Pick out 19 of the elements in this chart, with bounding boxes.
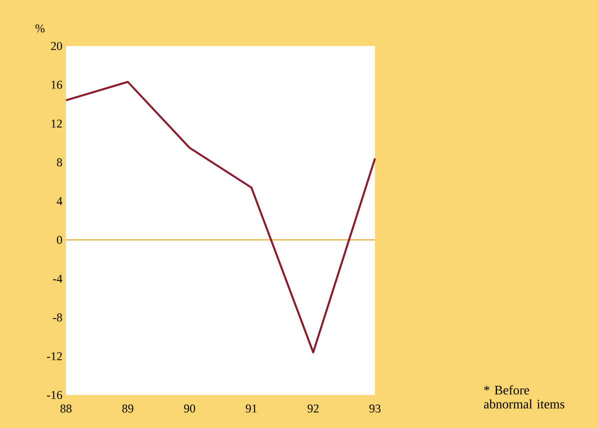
x-tick-label: 90 bbox=[184, 404, 196, 413]
x-tick-label: 88 bbox=[60, 404, 72, 413]
y-tick-label: -16 bbox=[46, 390, 62, 400]
x-tick-label: 92 bbox=[308, 404, 319, 413]
y-axis-title: % bbox=[35, 24, 45, 32]
x-tick-label: 91 bbox=[246, 404, 257, 413]
y-tick-label: 8 bbox=[56, 158, 62, 166]
text: * Before abnormal items bbox=[484, 385, 564, 408]
line-series bbox=[65, 80, 376, 354]
y-tick-label: 12 bbox=[52, 120, 62, 128]
y-tick-label: 16 bbox=[52, 80, 62, 89]
y-tick-label: -4 bbox=[52, 274, 62, 283]
y-tick-label: 0 bbox=[56, 236, 62, 244]
y-tick-label: -12 bbox=[46, 352, 62, 360]
y-tick-label: 4 bbox=[56, 197, 62, 206]
x-tick-label: 93 bbox=[369, 404, 381, 413]
y-tick-label: -8 bbox=[52, 313, 62, 322]
x-tick-label: 89 bbox=[122, 404, 134, 413]
y-tick-label: 20 bbox=[51, 42, 62, 50]
